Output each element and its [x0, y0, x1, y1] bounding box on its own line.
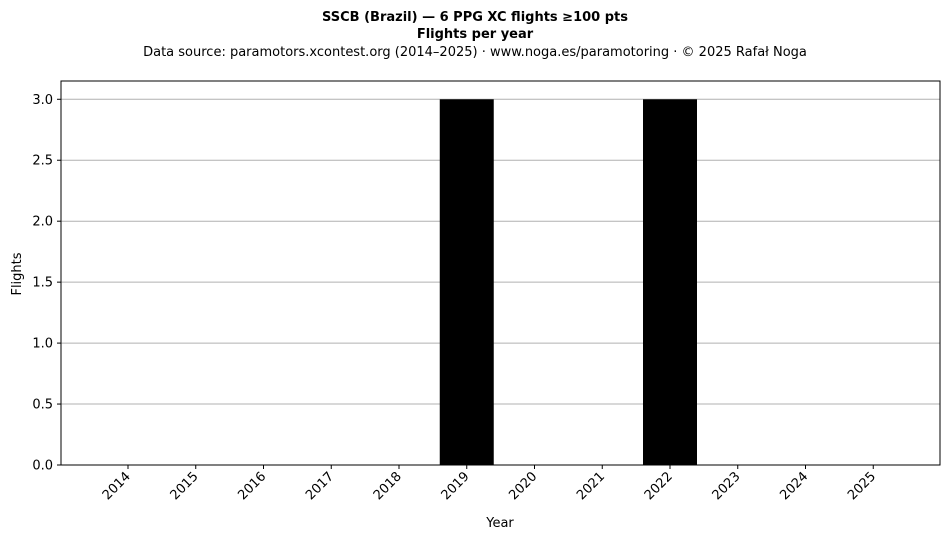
- y-tick-label: 1.5: [32, 276, 53, 291]
- x-tick-label: 2019: [439, 469, 473, 503]
- y-tick-label: 1.0: [32, 337, 53, 352]
- x-tick-label: 2023: [710, 469, 744, 503]
- x-tick-label: 2024: [777, 469, 811, 503]
- y-tick-label: 0.0: [32, 459, 53, 474]
- chart-subtitle: Flights per year: [417, 27, 534, 42]
- x-tick-label: 2015: [168, 469, 202, 503]
- bar-2022: [643, 99, 697, 466]
- chart-title: SSCB (Brazil) — 6 PPG XC flights ≥100 pt…: [322, 10, 628, 25]
- x-axis-label: Year: [485, 516, 514, 531]
- x-tick-label: 2017: [303, 469, 337, 503]
- y-tick-label: 0.5: [32, 398, 53, 413]
- y-tick-label: 2.0: [32, 215, 53, 230]
- y-tick-label: 2.5: [32, 154, 53, 169]
- chart-source-note: Data source: paramotors.xcontest.org (20…: [143, 45, 807, 60]
- x-tick-label: 2014: [100, 469, 134, 503]
- x-tick-label: 2016: [235, 469, 269, 503]
- y-tick-label: 3.0: [32, 93, 53, 108]
- x-tick-label: 2021: [574, 469, 608, 503]
- x-tick-label: 2020: [506, 469, 540, 503]
- gridlines: [61, 98, 940, 466]
- y-axis-label: Flights: [10, 252, 25, 295]
- bars: [439, 99, 697, 466]
- x-axis: 2014 2015 2016 2017 2018 2019 2020 2021 2022 2023…: [100, 465, 879, 503]
- x-tick-label: 2018: [371, 469, 405, 503]
- y-axis: 0.0 0.5 1.0 1.5 2.0 2.5 3.0: [32, 93, 61, 474]
- plot-area: [60, 80, 941, 466]
- x-tick-label: 2025: [845, 469, 879, 503]
- bar-2019: [439, 99, 494, 466]
- x-tick-label: 2022: [642, 469, 676, 503]
